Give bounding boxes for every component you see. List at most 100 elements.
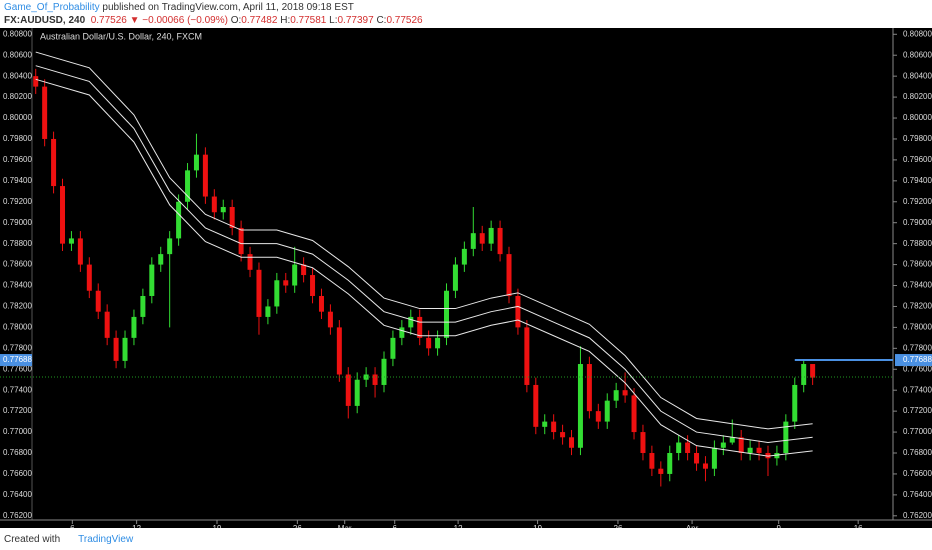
y-tick-label-right: 0.78200: [903, 302, 932, 311]
y-tick-label-left: 0.80800: [3, 29, 32, 38]
y-tick-label-left: 0.79800: [3, 134, 32, 143]
x-tick-label: 12: [454, 524, 463, 528]
candle-body: [158, 254, 164, 265]
candle-body: [86, 264, 92, 291]
candle-body: [122, 337, 128, 361]
ohlc-value: 0.77397: [337, 15, 374, 26]
ohlc-label: C:: [376, 15, 387, 26]
x-tick-label: 6: [70, 524, 75, 528]
y-tick-label-right: 0.80000: [903, 113, 932, 122]
candle-body: [524, 327, 530, 385]
y-tick-label-left: 0.77200: [3, 406, 32, 415]
y-tick-label-left: 0.76400: [3, 490, 32, 499]
y-tick-label-left: 0.77400: [3, 385, 32, 394]
candle-body: [649, 453, 655, 469]
candle-body: [577, 364, 583, 448]
ohlc-value: 0.77526: [386, 15, 423, 26]
y-tick-label-right: 0.78400: [903, 281, 932, 290]
y-tick-label-left: 0.79000: [3, 218, 32, 227]
x-tick-label: 26: [293, 524, 302, 528]
candle-body: [60, 186, 66, 244]
y-tick-label-left: 0.76200: [3, 511, 32, 520]
published: published on TradingView.com, April 11, …: [99, 2, 354, 13]
x-tick-label: 6: [392, 524, 397, 528]
candle-body: [435, 337, 441, 349]
candle-body: [729, 437, 735, 443]
candle-body: [381, 358, 387, 385]
y-tick-label-right: 0.77000: [903, 427, 932, 436]
y-tick-label-left: 0.76600: [3, 469, 32, 478]
candle-body: [613, 390, 619, 401]
candle-body: [229, 207, 235, 228]
candle-body: [399, 327, 405, 338]
candle-body: [461, 248, 467, 265]
candle-body: [497, 227, 503, 255]
level-tag-left: [0, 354, 32, 367]
author[interactable]: Game_Of_Probability: [4, 2, 100, 13]
x-tick-label: 12: [132, 524, 141, 528]
y-tick-label-left: 0.78600: [3, 260, 32, 269]
candle-body: [702, 463, 708, 469]
candle-body: [720, 442, 726, 448]
candle-body: [560, 432, 566, 438]
brand[interactable]: TradingView: [78, 534, 134, 545]
x-tick-label: 19: [213, 524, 222, 528]
candle-body: [452, 264, 458, 291]
y-tick-label-left: 0.77800: [3, 343, 32, 352]
y-tick-label-left: 0.77000: [3, 427, 32, 436]
candle-body: [640, 432, 646, 454]
created-with: Created with: [4, 534, 61, 545]
candle-body: [265, 306, 271, 317]
candle-body: [595, 411, 601, 422]
candle-body: [310, 275, 316, 296]
candle-body: [774, 453, 780, 459]
candle-body: [220, 207, 226, 213]
candle-body: [506, 254, 512, 296]
candle-body: [408, 316, 414, 328]
level-label-right: 0.77688: [903, 355, 932, 364]
footer: Created with TradingView: [4, 534, 133, 545]
price-change: 0.77526 ▼ −0.00066 (−0.09%): [90, 15, 228, 26]
ohlc-label: L:: [329, 15, 338, 26]
y-tick-label-right: 0.80600: [903, 50, 932, 59]
x-tick-label: Apr: [686, 524, 699, 528]
candle-body: [247, 254, 253, 270]
candle-body: [542, 421, 548, 427]
candle-body: [283, 280, 289, 286]
y-tick-label-right: 0.80400: [903, 71, 932, 80]
candle-body: [131, 316, 137, 338]
candle-body: [738, 437, 744, 454]
candle-body: [193, 154, 199, 171]
candle-body: [95, 290, 101, 312]
candle-body: [631, 395, 637, 433]
candle-body: [622, 390, 628, 396]
candle-body: [292, 264, 298, 286]
y-tick-label-left: 0.80000: [3, 113, 32, 122]
y-tick-label-right: 0.77400: [903, 385, 932, 394]
y-tick-label-left: 0.77600: [3, 364, 32, 373]
quote-line: FX:AUDUSD, 240 0.77526 ▼ −0.00066 (−0.09…: [4, 14, 423, 27]
candle-body: [390, 337, 396, 359]
y-tick-label-left: 0.78400: [3, 281, 32, 290]
y-tick-label-left: 0.80200: [3, 92, 32, 101]
y-tick-label-left: 0.79600: [3, 155, 32, 164]
candle-body: [479, 233, 485, 244]
x-tick-label: 26: [614, 524, 623, 528]
candle-body: [167, 238, 173, 255]
candle-body: [515, 295, 521, 328]
candle-body: [176, 201, 182, 239]
y-tick-label-right: 0.79400: [903, 176, 932, 185]
y-tick-label-right: 0.78600: [903, 260, 932, 269]
candle-body: [810, 364, 816, 378]
candle-body: [274, 280, 280, 307]
ohlc-value: 0.77581: [290, 15, 327, 26]
header: Game_Of_Probability published on Trading…: [4, 1, 423, 27]
y-tick-label-left: 0.79200: [3, 197, 32, 206]
y-tick-label-right: 0.76400: [903, 490, 932, 499]
y-tick-label-left: 0.80400: [3, 71, 32, 80]
candle-body: [336, 327, 342, 375]
publish-line: Game_Of_Probability published on Trading…: [4, 1, 423, 14]
x-tick-label: 19: [533, 524, 542, 528]
y-tick-label-right: 0.77800: [903, 343, 932, 352]
y-tick-label-left: 0.78000: [3, 322, 32, 331]
